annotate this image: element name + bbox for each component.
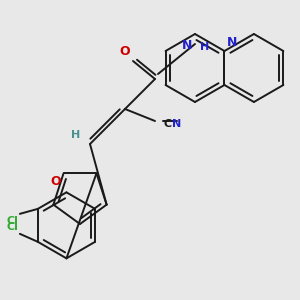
Text: Cl: Cl <box>6 222 18 232</box>
Text: H: H <box>71 130 80 140</box>
Text: N: N <box>172 119 181 129</box>
Text: Cl: Cl <box>6 216 18 226</box>
Text: H: H <box>200 42 209 52</box>
Text: O: O <box>119 45 130 58</box>
Text: O: O <box>50 175 61 188</box>
Text: C: C <box>164 119 172 129</box>
Text: N: N <box>226 36 237 49</box>
Text: N: N <box>182 39 192 52</box>
